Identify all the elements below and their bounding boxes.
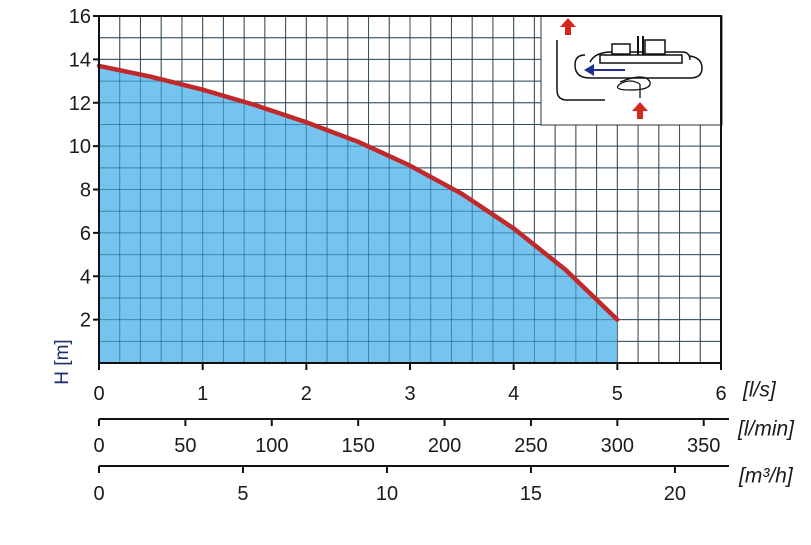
y-tick-label: 10 <box>69 136 91 158</box>
x-tick-label: 2 <box>301 383 312 405</box>
x-tick-label: 15 <box>520 483 542 505</box>
x-axis-unit-label: [l/min] <box>737 417 795 440</box>
x-axis-unit-label: [l/s] <box>742 378 777 401</box>
y-tick-label: 2 <box>80 310 91 332</box>
x-tick-label: 5 <box>612 383 623 405</box>
x-tick-label: 300 <box>601 435 634 457</box>
x-tick-label: 20 <box>664 483 686 505</box>
y-tick-label: 6 <box>80 223 91 245</box>
x-tick-label: 200 <box>428 435 461 457</box>
y-tick-label: 14 <box>69 49 91 71</box>
x-tick-label: 6 <box>715 383 726 405</box>
x-tick-label: 3 <box>404 383 415 405</box>
x-tick-label: 0 <box>93 435 104 457</box>
x-tick-label: 50 <box>174 435 196 457</box>
x-tick-label: 0 <box>93 483 104 505</box>
x-tick-label: 0 <box>93 383 104 405</box>
y-tick-label: 16 <box>69 6 91 28</box>
y-tick-label: 12 <box>69 93 91 115</box>
x-tick-label: 100 <box>255 435 288 457</box>
pump-curve-line <box>96 63 620 322</box>
pump-flow-diagram-icon <box>540 15 723 126</box>
x-tick-label: 5 <box>237 483 248 505</box>
x-tick-label: 1 <box>197 383 208 405</box>
y-tick-label: 4 <box>80 266 91 288</box>
x-tick-label: 150 <box>341 435 374 457</box>
x-axis-unit-label: [m³/h] <box>738 464 794 487</box>
y-tick-label: 8 <box>80 180 91 202</box>
x-tick-label: 4 <box>508 383 519 405</box>
x-tick-label: 350 <box>687 435 720 457</box>
x-tick-label: 250 <box>514 435 547 457</box>
area-fill <box>99 65 618 364</box>
x-tick-label: 10 <box>376 483 398 505</box>
y-axis-label: H [m] <box>52 339 73 384</box>
